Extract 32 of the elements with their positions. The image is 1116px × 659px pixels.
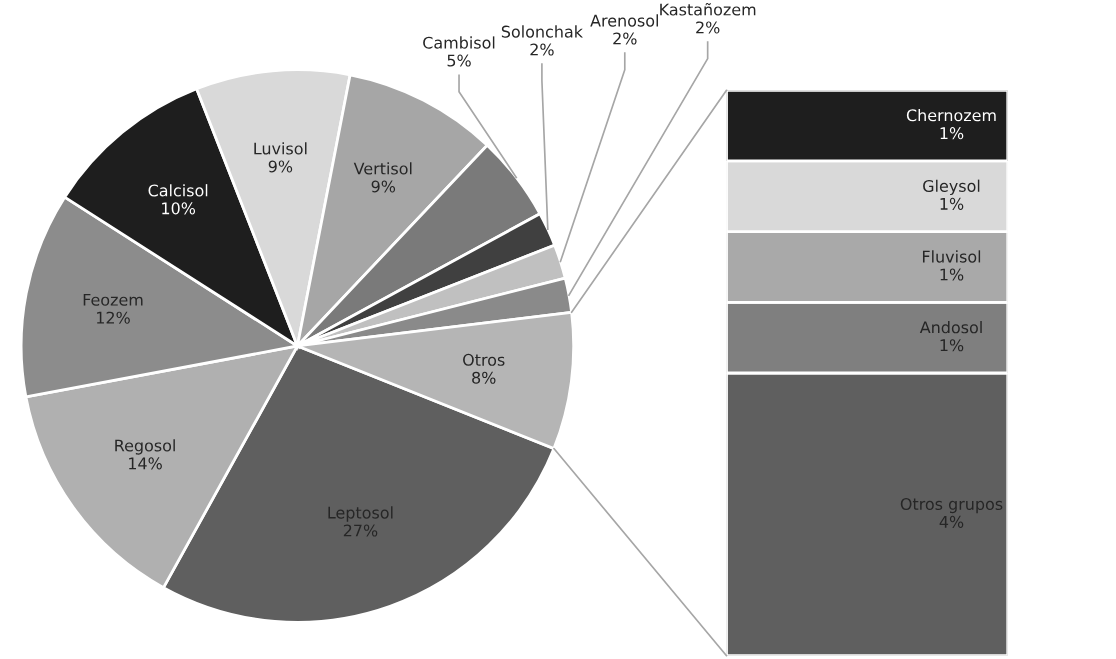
- slice-label: Otros: [463, 353, 505, 366]
- slice-label: Arenosol: [590, 14, 658, 27]
- slice-label: Feozem: [83, 293, 143, 306]
- data-label: 12%: [97, 311, 130, 324]
- slice-label: Kastañozem: [660, 2, 756, 16]
- series-label: Andosol: [919, 320, 982, 334]
- data-label: 5%: [447, 54, 471, 67]
- data-label: 2%: [530, 43, 554, 56]
- data-label: 9%: [268, 160, 293, 173]
- series-label: Gleysol: [923, 179, 980, 196]
- data-label: 27%: [343, 524, 378, 537]
- data-label: 1%: [940, 197, 964, 210]
- slice-label: Regosol: [115, 439, 175, 455]
- data-label: 4%: [939, 515, 964, 528]
- data-label: 8%: [472, 371, 496, 384]
- data-label: 2%: [696, 21, 720, 34]
- slice-label: Solonchak: [501, 25, 583, 38]
- series-label: Otros grupos: [900, 497, 1003, 514]
- slice-label: Luvisol: [254, 142, 307, 155]
- data-label: 2%: [613, 32, 637, 45]
- slice-label: Calcisol: [148, 184, 208, 197]
- slice-label: Leptosol: [328, 506, 393, 522]
- data-label: 14%: [129, 457, 162, 470]
- series-label: Fluvisol: [922, 250, 981, 263]
- slice-label: Vertisol: [353, 162, 412, 175]
- data-label: 10%: [162, 202, 196, 215]
- data-label: 1%: [940, 268, 964, 281]
- data-label: 1%: [940, 127, 964, 140]
- slice-label: Cambisol: [423, 36, 495, 49]
- data-label: 9%: [371, 180, 396, 193]
- data-label: 1%: [940, 339, 964, 352]
- series-label: Chernozem: [906, 108, 996, 122]
